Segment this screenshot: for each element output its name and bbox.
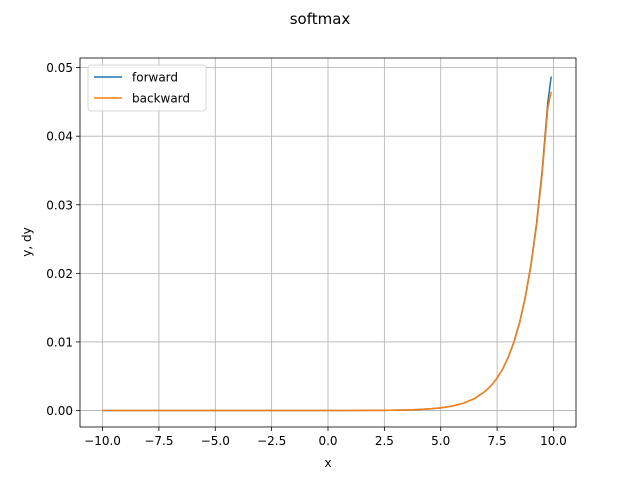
x-tick-label: 5.0	[431, 434, 450, 448]
legend: forward backward	[87, 64, 207, 112]
y-tick-label: 0.01	[46, 335, 73, 349]
y-tick-label: 0.05	[46, 61, 73, 75]
x-axis: −10.0 −7.5 −5.0 −2.5 0.0 2.5 5.0 7.5 10.0	[84, 427, 567, 448]
y-tick-label: 0.04	[46, 130, 73, 144]
y-tick-label: 0.03	[46, 198, 73, 212]
series-line-backward	[102, 91, 552, 412]
x-tick-label: −2.5	[257, 434, 286, 448]
y-tick-label: 0.00	[46, 404, 73, 418]
x-tick-label: 0.0	[318, 434, 337, 448]
y-tick-label: 0.02	[46, 267, 73, 281]
grid	[80, 58, 576, 427]
x-tick-label: 10.0	[540, 434, 567, 448]
legend-label-backward: backward	[132, 92, 190, 106]
x-tick-label: 7.5	[488, 434, 507, 448]
chart-title: softmax	[290, 10, 351, 28]
x-axis-label: x	[324, 456, 331, 470]
y-axis: 0.00 0.01 0.02 0.03 0.04 0.05	[46, 61, 80, 418]
x-tick-label: 2.5	[375, 434, 394, 448]
series-lines	[102, 76, 552, 412]
legend-label-forward: forward	[132, 71, 178, 85]
y-axis-label: y, dy	[20, 227, 34, 256]
x-tick-label: −7.5	[144, 434, 173, 448]
x-tick-label: −10.0	[84, 434, 121, 448]
x-tick-label: −5.0	[201, 434, 230, 448]
